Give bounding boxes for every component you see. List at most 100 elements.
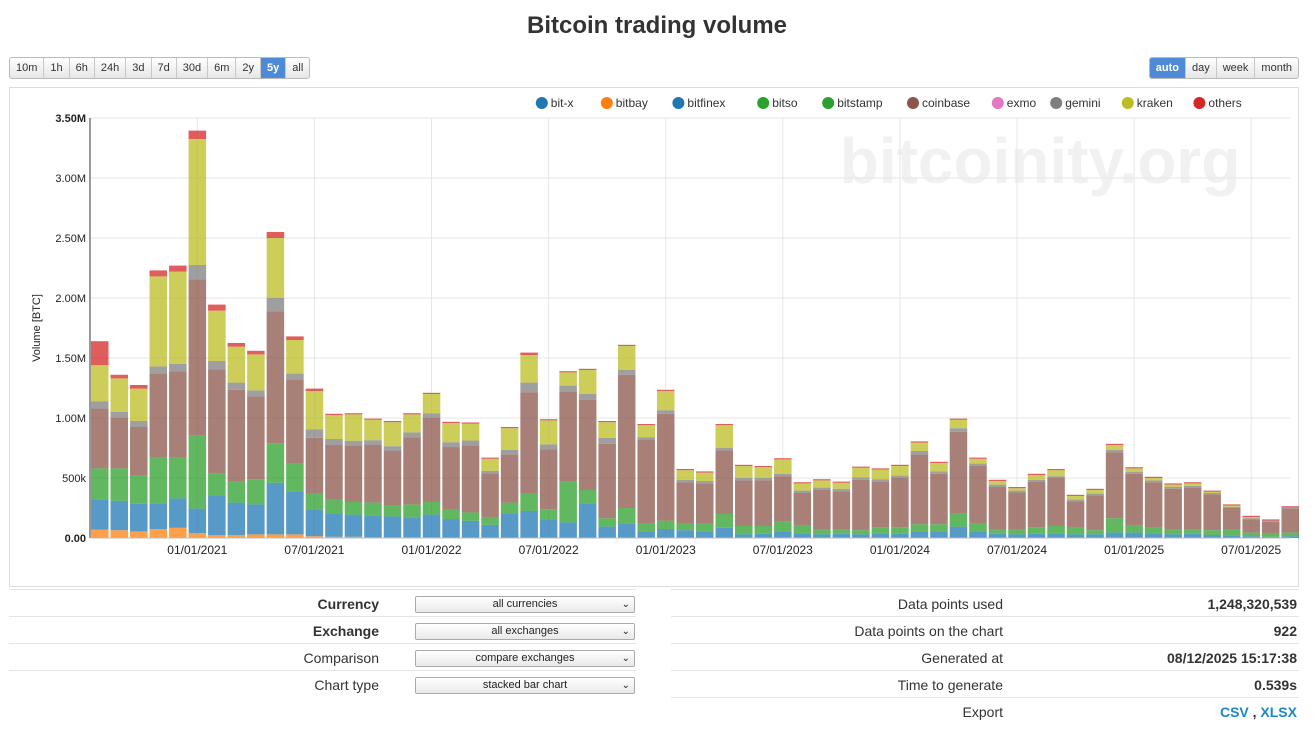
bar-segment-others [227,343,246,347]
period-button-week[interactable]: week [1217,58,1256,78]
bar-segment-kraken [930,463,948,472]
bar-segment-bitfinex [481,524,499,538]
bar-segment-kraken [325,415,343,439]
bar-segment-kraken [403,414,421,433]
range-button-6h[interactable]: 6h [70,58,95,78]
exchange-select-value: all exchanges [491,625,559,637]
bar-segment-coinbase [1281,508,1299,533]
bar-segment-bitbay [91,529,109,538]
bar-segment-gemini [637,437,655,440]
bar-segment-kraken [383,422,402,447]
bar-segment-bitfinex [266,482,285,535]
bar-segment-kraken [1066,496,1085,500]
bar-segment-coinbase [1164,488,1182,530]
bar-segment-others [1047,469,1065,471]
bar-segment-bitstamp [247,479,265,505]
bar-segment-gemini [403,432,421,438]
range-button-30d[interactable]: 30d [177,58,209,78]
currency-select-value: all currencies [492,598,558,610]
bar-segment-bitstamp [735,526,753,535]
bar-segment-bitstamp [91,468,109,500]
bar-segment-bitstamp [1164,529,1182,535]
bar-segment-coinbase [1066,501,1085,528]
bar-segment-kraken [539,420,558,445]
bar-segment-kraken [169,271,187,364]
bar-segment-bitstamp [774,521,792,532]
range-button-24h[interactable]: 24h [95,58,127,78]
bar-segment-coinbase [403,437,421,505]
bar-segment-bitbay [247,534,265,538]
range-button-10m[interactable]: 10m [10,58,45,78]
bar-segment-kraken [1144,478,1163,481]
bar-segment-gemini [832,488,851,492]
comparison-select-value: compare exchanges [475,652,575,664]
bar-segment-bitstamp [149,457,168,504]
range-button-3d[interactable]: 3d [126,58,152,78]
bar-segment-others [1164,483,1182,485]
bar-segment-others [559,371,577,373]
export-links: CSV , XLSX [1220,704,1297,720]
bar-segment-bitstamp [500,502,519,514]
bar-segment-gemini [891,475,909,478]
bar-segment-bitstamp [617,508,636,524]
y-tick-label: 3.00M [55,173,86,185]
bar-segment-bitfinex [1105,532,1124,538]
period-button-auto[interactable]: auto [1149,58,1186,78]
bar-segment-others [1027,473,1046,475]
legend-label-bitbay: bitbay [616,96,648,110]
x-tick-label: 01/01/2023 [636,543,696,557]
bar-segment-coinbase [188,279,207,436]
bar-segment-bitfinex [1261,536,1280,538]
bar-segment-others [383,421,402,423]
export-xlsx-link[interactable]: XLSX [1260,704,1297,720]
bar-segment-others [266,232,285,238]
period-button-day[interactable]: day [1186,58,1217,78]
bar-segment-coinbase [500,454,519,503]
bar-segment-bitfinex [715,527,734,538]
range-button-5y[interactable]: 5y [261,58,287,78]
bar-segment-bitfinex [1086,534,1104,538]
bar-segment-bitstamp [383,505,402,517]
legend-label-bitstamp: bitstamp [837,96,883,110]
bar-segment-kraken [1125,468,1143,472]
bar-segment-gemini [247,390,265,397]
range-button-2y[interactable]: 2y [236,58,262,78]
bar-segment-kraken [91,365,109,402]
bar-segment-bitfinex [1242,536,1260,538]
bar-segment-gemini [110,412,129,418]
bar-segment-coinbase [1144,482,1163,528]
exchange-select[interactable]: all exchanges ⌄ [415,623,635,640]
chevron-down-icon: ⌄ [621,680,630,691]
bar-segment-coinbase [227,389,246,481]
export-csv-link[interactable]: CSV [1219,704,1249,720]
range-button-1h[interactable]: 1h [44,58,70,78]
chart-type-select[interactable]: stacked bar chart ⌄ [415,677,635,694]
bar-segment-gemini [442,442,460,448]
bar-segment-kraken [754,467,773,478]
bar-segment-kraken [1242,517,1260,519]
chart-container: bitcoinity.org 0.00 500k 1.00M 1.50M 2.00M 2.5… [9,87,1299,587]
period-button-month[interactable]: month [1261,62,1292,74]
bar-segment-others [1008,487,1026,489]
range-button-all[interactable]: all [292,62,304,74]
legend-marker-bitstamp [822,97,835,109]
bar-segment-coinbase [286,379,304,464]
bar-segment-bitfinex [1203,535,1221,538]
comparison-select[interactable]: compare exchanges ⌄ [415,650,635,667]
bar-segment-others [247,350,265,355]
bar-segment-kraken [266,238,285,298]
range-button-7d[interactable]: 7d [152,58,177,78]
bar-segment-bitfinex [910,531,929,538]
bar-segment-others [461,422,480,424]
bar-segment-others [442,421,460,424]
range-button-6m[interactable]: 6m [208,58,237,78]
bar-segment-kraken [871,469,890,480]
bar-segment-coinbase [305,437,324,493]
bar-segment-bitstamp [891,527,909,534]
time-value: 0.539s [1254,677,1297,693]
chevron-down-icon: ⌄ [621,599,630,610]
currency-select[interactable]: all currencies ⌄ [415,596,635,613]
bar-segment-others [169,265,187,272]
bar-segment-bitfinex [539,520,558,538]
bar-segment-bitfinex [891,533,909,538]
